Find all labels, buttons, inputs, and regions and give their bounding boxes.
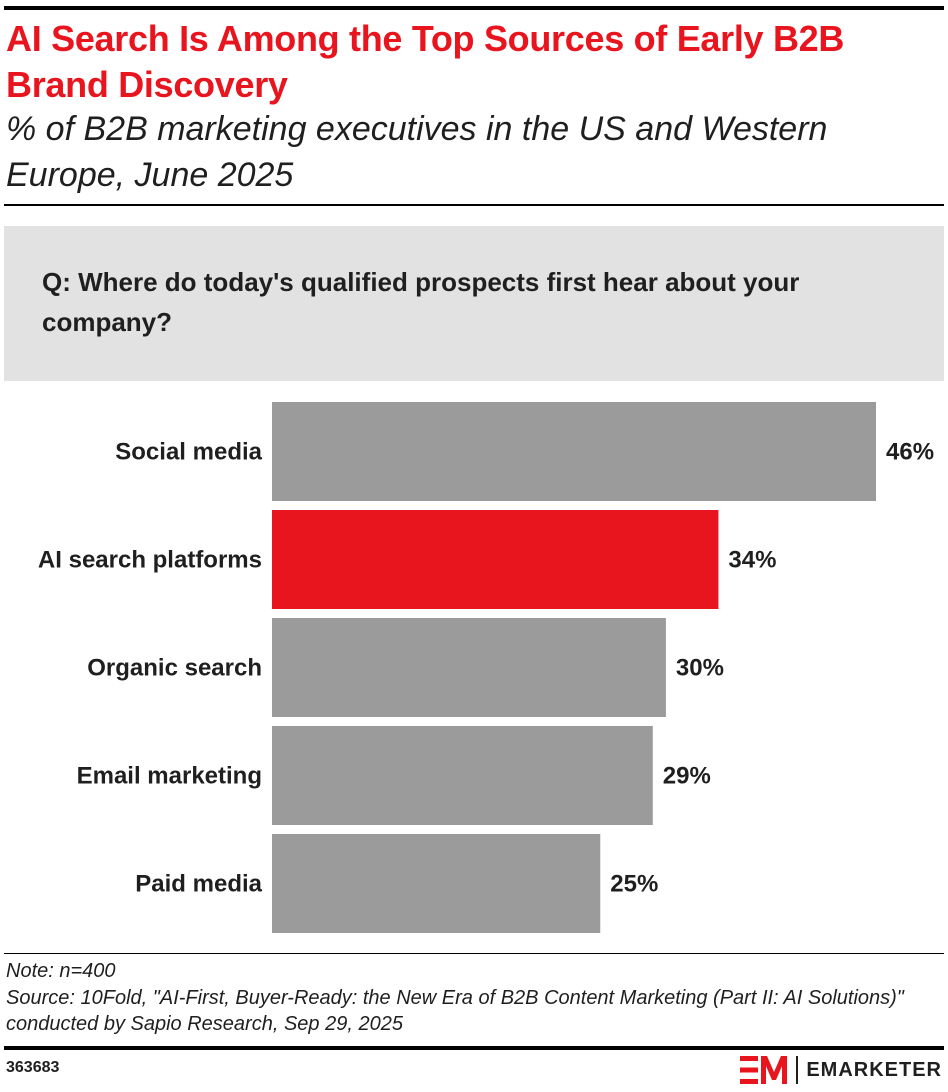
bars-layer: Social media 46% AI search platforms 34% Org… [38, 402, 934, 933]
bar-social-media [272, 402, 876, 501]
bar-ai-search-platforms [272, 510, 719, 609]
category-label: Organic search [87, 655, 262, 682]
chart-note: Note: n=400 [6, 960, 116, 982]
value-label: 34% [728, 547, 776, 574]
category-label: Social media [115, 439, 262, 466]
survey-question: Q: Where do today's qualified prospects … [42, 267, 800, 337]
category-label: Email marketing [77, 763, 262, 790]
header-divider [4, 204, 944, 206]
em-logo-icon [740, 1056, 788, 1084]
value-label: 29% [663, 763, 711, 790]
category-label: Paid media [135, 871, 262, 898]
bar-paid-media [272, 834, 601, 933]
brand-divider [796, 1056, 799, 1084]
top-divider [4, 6, 944, 10]
chart-subtitle: % of B2B marketing executives in the US … [6, 110, 828, 194]
value-label: 30% [676, 655, 724, 682]
chart-title: AI Search Is Among the Top Sources of Ea… [6, 18, 845, 105]
footer-divider [4, 953, 944, 954]
bar-chart: Social media 46% AI search platforms 34% Org… [38, 402, 934, 933]
bar-organic-search [272, 618, 666, 717]
footer-rule [4, 1046, 944, 1050]
category-label: AI search platforms [38, 547, 262, 574]
value-label: 46% [886, 439, 934, 466]
brand-name: EMARKETER [806, 1058, 942, 1081]
value-label: 25% [610, 871, 658, 898]
chart-source: Source: 10Fold, "AI-First, Buyer-Ready: … [6, 987, 904, 1035]
brand-logo: EMARKETER [740, 1054, 942, 1086]
bar-email-marketing [272, 726, 653, 825]
chart-id: 363683 [6, 1059, 60, 1076]
question-box: Q: Where do today's qualified prospects … [4, 226, 944, 381]
